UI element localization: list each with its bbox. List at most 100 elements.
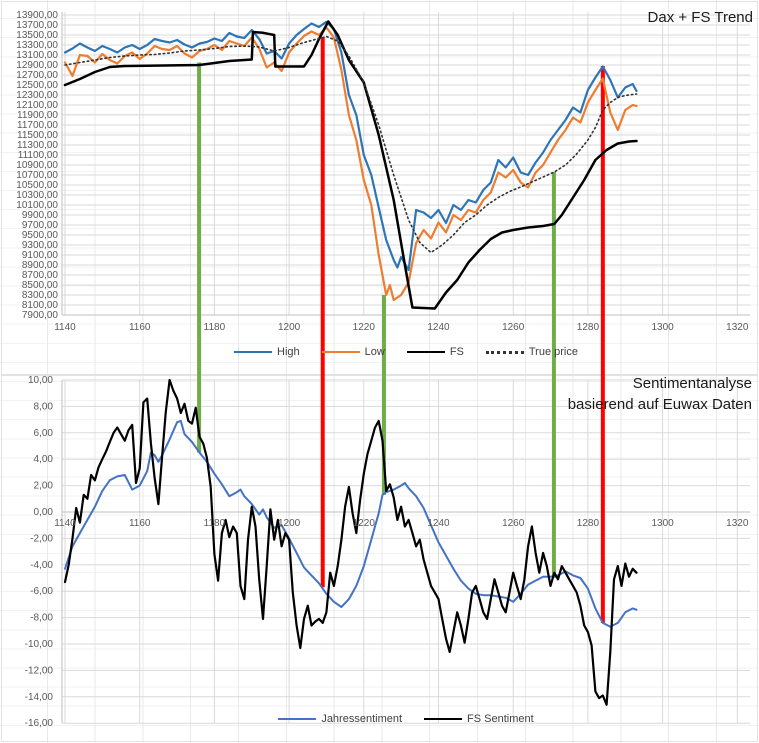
top-y-tick-label: 10500,00 [16, 180, 58, 191]
top-chart-object[interactable] [1, 1, 758, 375]
series-true-price-line [64, 35, 638, 254]
top-y-tick-label: 8500,00 [22, 280, 59, 291]
top-y-tick-label: 11100,00 [18, 150, 59, 161]
bottom-x-tick-label: 1160 [129, 518, 151, 529]
top-chart-title: Dax + FS Trend [647, 9, 753, 26]
top-y-tick-label: 12300,00 [16, 90, 58, 101]
top-x-tick-label: 1220 [353, 322, 376, 333]
top-y-tick-label: 13500,00 [16, 30, 58, 41]
bottom-chart-object[interactable] [1, 375, 758, 742]
bottom-chart-title-line1: Sentimentanalyse [632, 375, 752, 392]
bottom-y-tick-label: -6,00 [30, 586, 53, 597]
top-y-tick-label: 8300,00 [22, 290, 59, 301]
series-high-line [63, 20, 638, 272]
top-y-tick-label: 12100,00 [16, 100, 58, 111]
top-y-tick-label: 12700,00 [16, 70, 58, 81]
legend-label: Low [364, 346, 385, 358]
top-y-tick-label: 7900,00 [22, 310, 59, 321]
top-x-tick-label: 1320 [726, 322, 749, 333]
bottom-y-tick-label: -4,00 [30, 560, 53, 571]
bottom-x-tick-label: 1260 [502, 518, 525, 529]
top-y-tick-label: 11300,00 [17, 140, 58, 151]
top-y-tick-label: 8700,00 [22, 270, 59, 281]
legend-item-fs: FS [406, 346, 464, 358]
bottom-x-tick-label: 1200 [278, 518, 301, 529]
top-y-tick-label: 9500,00 [22, 230, 59, 241]
bottom-y-tick-label: -14,00 [25, 692, 54, 703]
bottom-y-tick-label: 0,00 [34, 507, 54, 518]
series-fs-sentiment-line [63, 378, 638, 706]
bottom-y-tick-label: 10,00 [28, 375, 53, 386]
bottom-chart-title-line2: basierend auf Euwax Daten [567, 396, 752, 413]
bottom-x-tick-label: 1280 [577, 518, 600, 529]
top-y-tick-label: 10300,00 [16, 190, 58, 201]
top-y-tick-label: 12900,00 [16, 60, 58, 71]
top-y-tick-label: 13300,00 [16, 40, 58, 51]
top-y-tick-label: 13100,00 [16, 50, 58, 61]
legend-label: FS Sentiment [467, 713, 534, 725]
bottom-x-tick-label: 1180 [204, 518, 226, 529]
top-x-tick-label: 1140 [54, 322, 76, 333]
bottom-x-tick-label: 1220 [353, 518, 376, 529]
bottom-y-tick-label: -2,00 [30, 533, 53, 544]
legend-line-swatch [234, 351, 272, 353]
legend-item-fs-sentiment: FS Sentiment [424, 713, 534, 725]
legend-item-low: Low [321, 346, 385, 358]
bottom-y-tick-label: -16,00 [25, 718, 54, 729]
bottom-x-tick-label: 1300 [651, 518, 674, 529]
bottom-x-tick-label: 1140 [54, 518, 76, 529]
legend-line-swatch [406, 351, 445, 353]
top-y-tick-label: 8100,00 [22, 300, 59, 311]
top-x-tick-label: 1160 [129, 322, 151, 333]
bottom-y-tick-label: 8,00 [34, 401, 54, 412]
bottom-y-tick-label: -12,00 [25, 665, 54, 676]
bottom-y-tick-label: 2,00 [34, 481, 54, 492]
top-y-tick-label: 10100,00 [16, 200, 58, 211]
bottom-x-tick-label: 1240 [427, 518, 450, 529]
bottom-x-tick-label: 1320 [726, 518, 749, 529]
top-y-tick-label: 9900,00 [22, 210, 59, 221]
top-y-tick-label: 8900,00 [22, 260, 59, 271]
legend-item-jahressentiment: Jahressentiment [278, 713, 402, 725]
top-y-tick-label: 9700,00 [22, 220, 59, 231]
top-y-tick-label: 9100,00 [22, 250, 59, 261]
legend-label: FS [449, 346, 464, 358]
series-fs-line [63, 20, 638, 310]
legend-line-swatch [424, 718, 463, 720]
top-y-tick-label: 9300,00 [22, 240, 59, 251]
legend-line-swatch [278, 718, 317, 720]
top-y-tick-label: 10700,00 [16, 170, 58, 181]
series-jahressentiment-line [64, 419, 638, 628]
top-y-tick-label: 13700,00 [16, 20, 58, 31]
bottom-y-tick-label: -8,00 [30, 613, 53, 624]
bottom-y-tick-label: 6,00 [34, 428, 54, 439]
top-x-tick-label: 1260 [502, 322, 525, 333]
top-x-tick-label: 1300 [651, 322, 674, 333]
top-y-tick-label: 10900,00 [16, 160, 58, 171]
legend-item-true-price: True price [485, 346, 578, 358]
bottom-y-tick-label: 4,00 [34, 454, 54, 465]
legend-label: Jahressentiment [321, 713, 403, 725]
bottom-y-tick-label: -10,00 [25, 639, 54, 650]
legend-label: High [277, 346, 300, 358]
legend-line-swatch [321, 351, 360, 353]
top-x-tick-label: 1280 [577, 322, 600, 333]
top-y-tick-label: 11900,00 [17, 110, 58, 121]
top-x-tick-label: 1180 [204, 322, 226, 333]
top-y-tick-label: 11700,00 [17, 120, 58, 131]
legend-label: True price [528, 346, 578, 358]
top-chart-legend: High Low FS True price [62, 346, 750, 358]
series-low-line [63, 26, 638, 302]
legend-item-high: High [234, 346, 300, 358]
top-x-tick-label: 1200 [278, 322, 301, 333]
top-y-tick-label: 12500,00 [16, 80, 58, 91]
top-y-tick-label: 11500,00 [17, 130, 58, 141]
bottom-chart-legend: Jahressentiment FS Sentiment [62, 713, 750, 725]
bottom-chart-title: Sentimentanalyse basierend auf Euwax Dat… [568, 373, 752, 415]
top-y-tick-label: 13900,00 [16, 10, 58, 21]
top-x-tick-label: 1240 [427, 322, 450, 333]
legend-line-swatch [485, 350, 524, 354]
